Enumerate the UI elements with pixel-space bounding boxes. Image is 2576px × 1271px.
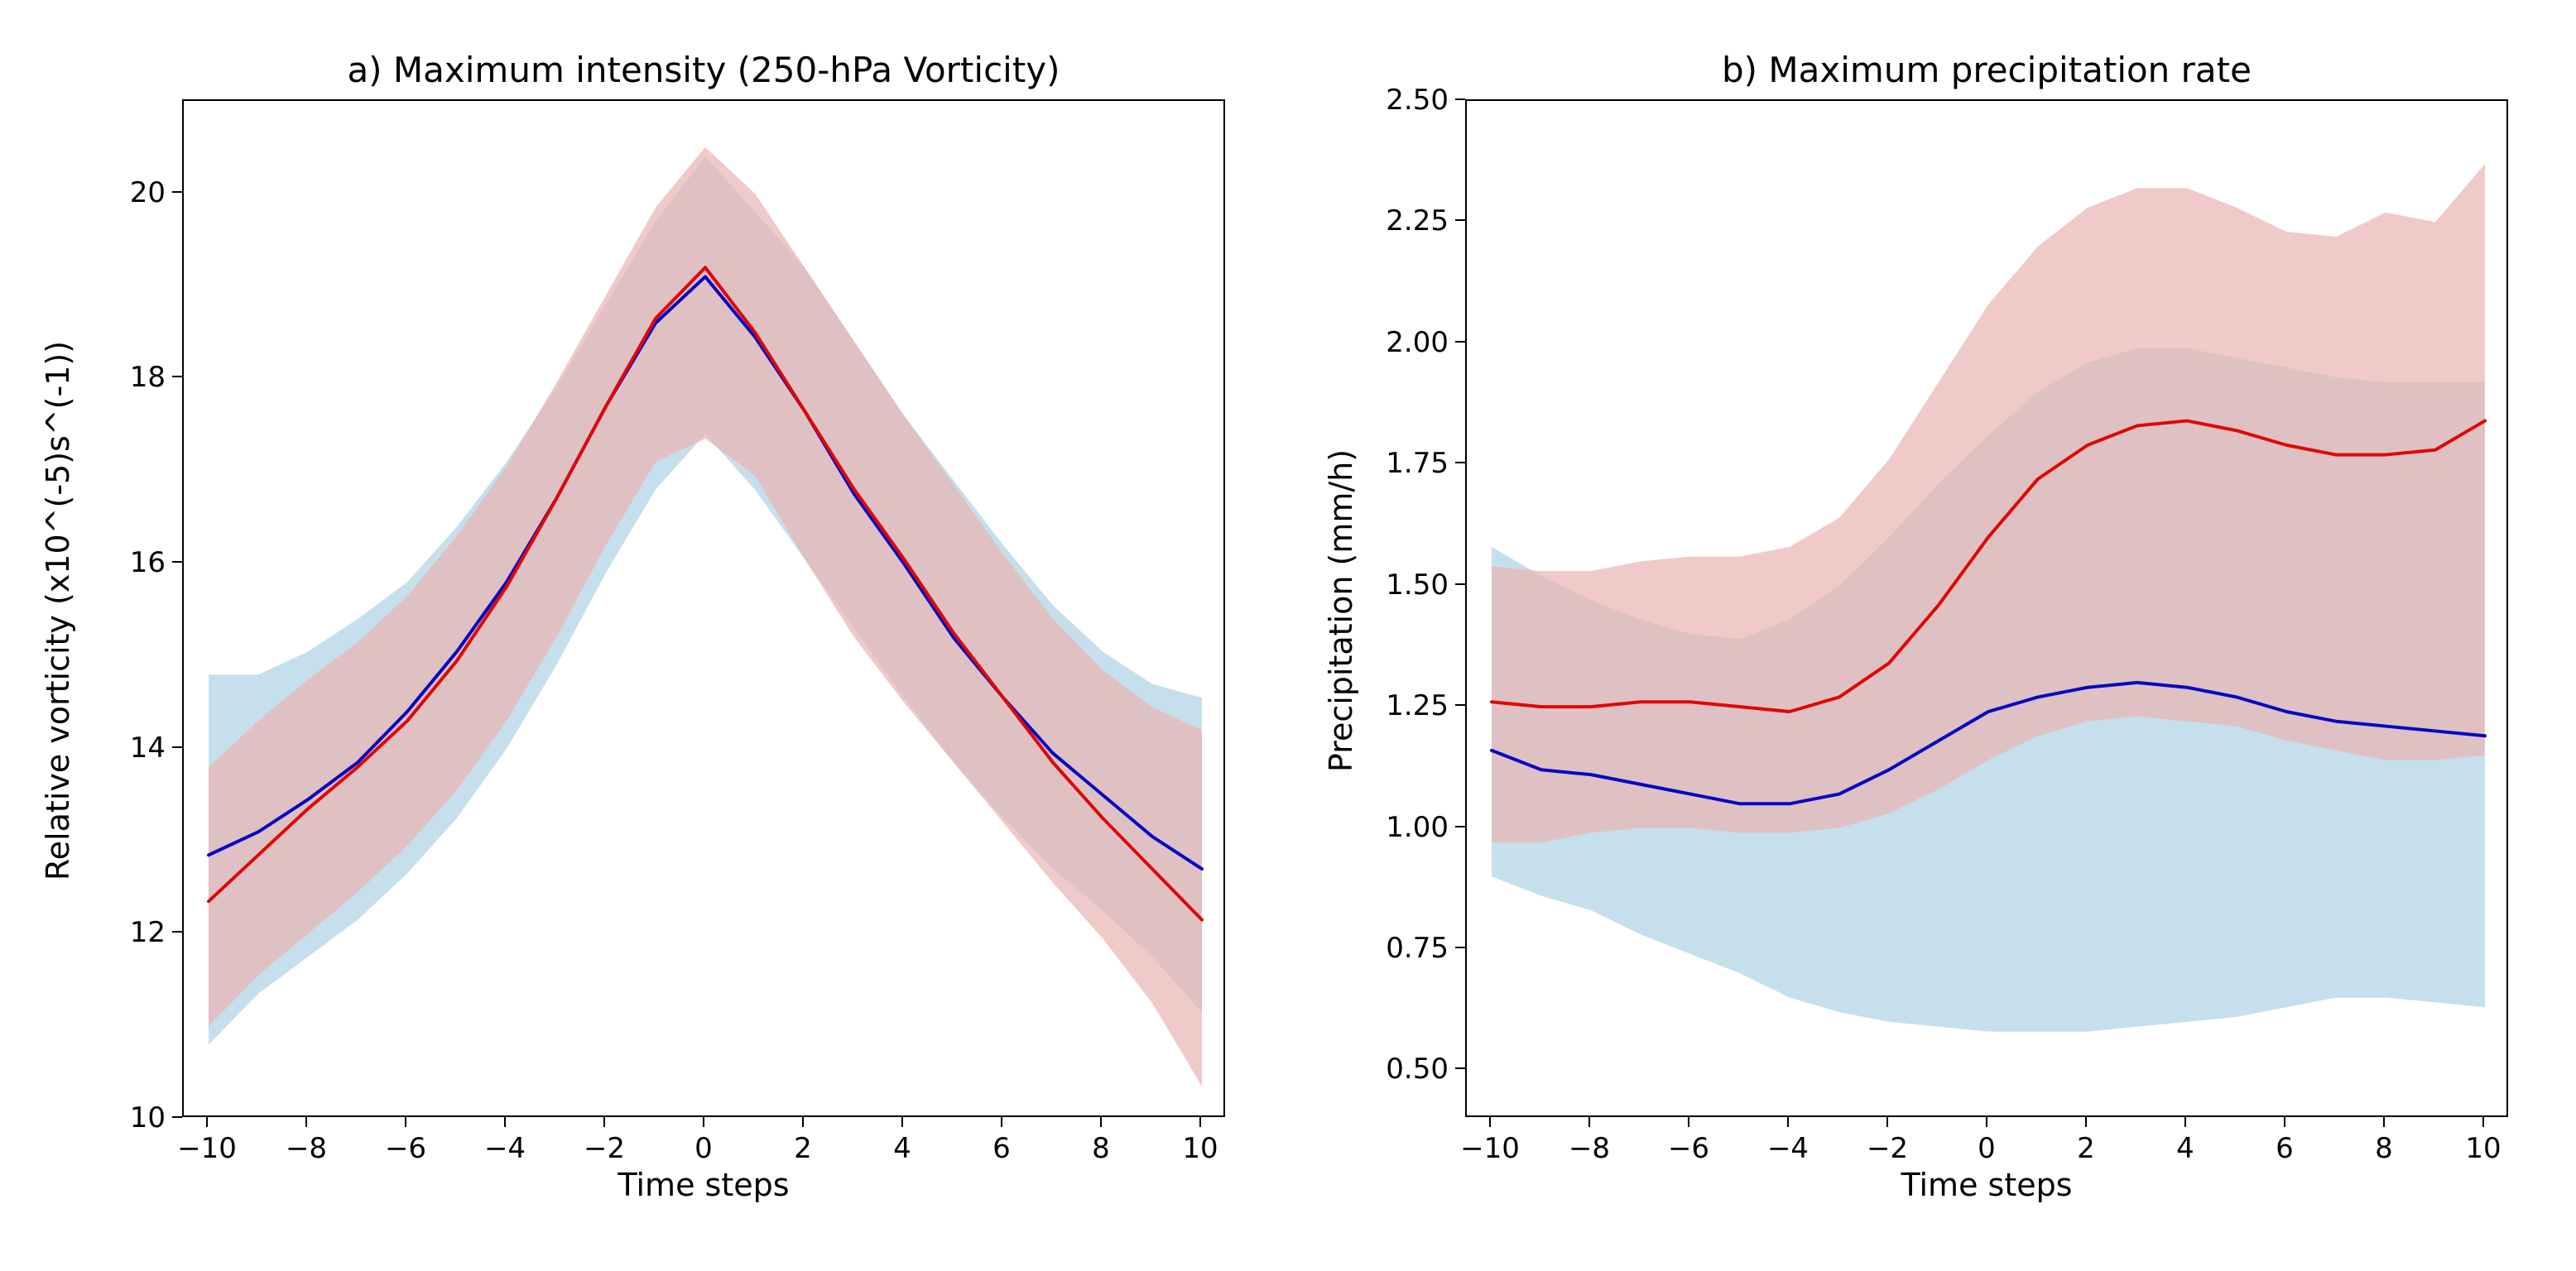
ytick-label: 2.00 [1358,326,1449,359]
xtick-mark [1986,1117,1987,1127]
xtick-label: 4 [2136,1132,2235,1165]
ytick-mark [172,376,182,377]
xtick-mark [2085,1117,2087,1127]
panel-b-xlabel: Time steps [1465,1167,2508,1203]
panel-b-title: b) Maximum precipitation rate [1465,50,2508,90]
xtick-mark [2482,1117,2484,1127]
xtick-mark [1199,1117,1201,1127]
ytick-mark [172,746,182,748]
xtick-label: 4 [853,1132,952,1165]
figure: a) Maximum intensity (250-hPa Vorticity)… [0,0,2576,1271]
xtick-label: 2 [753,1132,853,1165]
ytick-mark [172,191,182,193]
xtick-label: 8 [1051,1132,1151,1165]
xtick-mark [504,1117,506,1127]
ytick-label: 14 [74,731,166,765]
ytick-mark [1455,826,1465,827]
ytick-mark [1455,341,1465,343]
ytick-label: 2.25 [1358,204,1449,237]
panel_b-band-red [1492,164,2485,842]
xtick-label: 6 [952,1132,1051,1165]
ytick-label: 1.25 [1358,689,1449,722]
xtick-mark [703,1117,704,1127]
xtick-label: −4 [1738,1132,1838,1165]
xtick-mark [1588,1117,1590,1127]
ytick-label: 0.75 [1358,932,1449,965]
xtick-mark [1489,1117,1491,1127]
panel-a-plot-area [182,99,1225,1117]
xtick-mark [2383,1117,2385,1127]
xtick-mark [305,1117,307,1127]
ytick-label: 18 [74,361,166,394]
panel-b-plot-area [1465,99,2508,1117]
xtick-label: 10 [2434,1132,2533,1165]
xtick-label: −2 [1838,1132,1937,1165]
ytick-mark [1455,98,1465,100]
ytick-label: 1.00 [1358,811,1449,844]
panel-a-title: a) Maximum intensity (250-hPa Vorticity) [182,50,1225,90]
xtick-label: 10 [1151,1132,1250,1165]
panel-a-ylabel: Relative vorticity (x10^(-5)s^(-1)) [40,102,76,1120]
ytick-mark [1455,462,1465,463]
xtick-label: 0 [1937,1132,2036,1165]
xtick-mark [2284,1117,2285,1127]
xtick-label: 0 [654,1132,753,1165]
xtick-label: −6 [1639,1132,1738,1165]
ytick-label: 16 [74,546,166,579]
xtick-label: 8 [2334,1132,2434,1165]
ytick-label: 2.50 [1358,84,1449,117]
xtick-label: −10 [157,1132,257,1165]
xtick-label: −2 [555,1132,654,1165]
xtick-mark [1886,1117,1888,1127]
ytick-label: 1.75 [1358,447,1449,480]
ytick-mark [172,561,182,563]
xtick-mark [802,1117,804,1127]
xtick-label: −10 [1440,1132,1540,1165]
xtick-label: −8 [257,1132,356,1165]
ytick-mark [1455,1067,1465,1069]
xtick-label: −8 [1540,1132,1639,1165]
ytick-mark [172,931,182,933]
ytick-mark [1455,583,1465,585]
ytick-label: 1.50 [1358,568,1449,602]
xtick-mark [1787,1117,1789,1127]
ytick-label: 20 [74,176,166,209]
xtick-mark [206,1117,208,1127]
panel-a-svg [184,101,1227,1119]
ytick-mark [1455,219,1465,221]
ytick-mark [1455,947,1465,948]
xtick-label: 6 [2235,1132,2334,1165]
xtick-mark [1688,1117,1689,1127]
xtick-mark [1100,1117,1102,1127]
xtick-label: −4 [455,1132,555,1165]
xtick-mark [1001,1117,1002,1127]
xtick-mark [405,1117,406,1127]
ytick-mark [1455,704,1465,706]
xtick-mark [901,1117,903,1127]
ytick-label: 12 [74,916,166,949]
xtick-mark [603,1117,605,1127]
ytick-mark [172,1116,182,1118]
xtick-label: 2 [2036,1132,2136,1165]
ytick-label: 10 [74,1101,166,1134]
panel-b-ylabel: Precipitation (mm/h) [1323,102,1359,1120]
panel-a-xlabel: Time steps [182,1167,1225,1203]
xtick-mark [2184,1117,2186,1127]
xtick-label: −6 [356,1132,455,1165]
panel-b-svg [1467,101,2510,1119]
ytick-label: 0.50 [1358,1053,1449,1086]
